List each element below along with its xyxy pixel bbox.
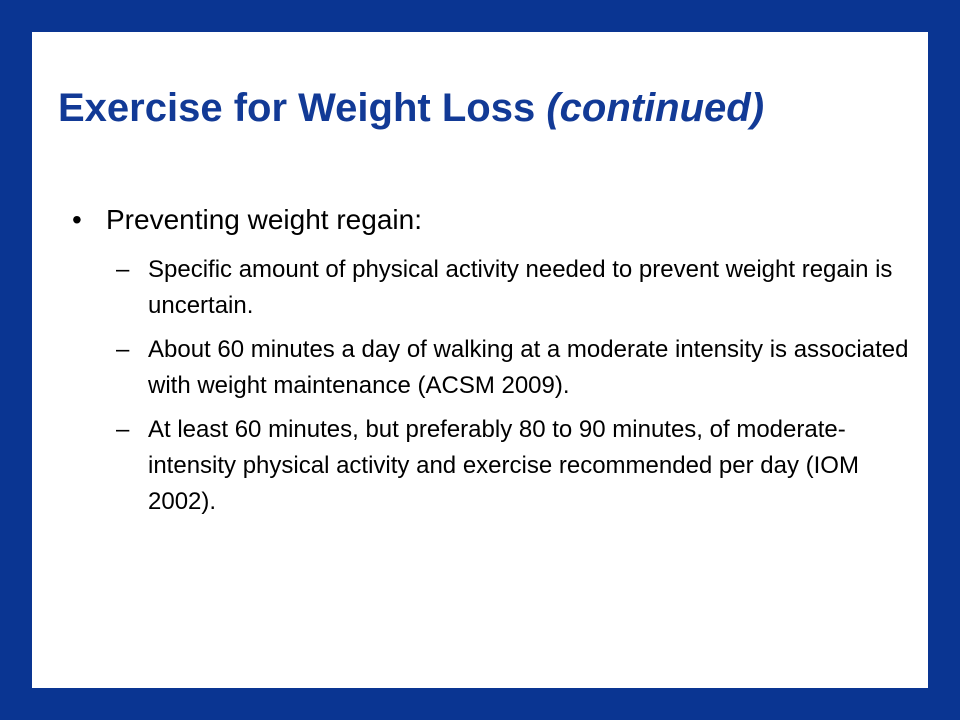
slide-title: Exercise for Weight Loss (continued) [58,84,764,132]
sub-bullet-text: At least 60 minutes, but preferably 80 t… [148,416,859,515]
dash-marker: – [116,416,130,443]
slide-content-panel: Exercise for Weight Loss (continued) • P… [32,32,928,688]
sub-bullet-text: Specific amount of physical activity nee… [148,256,893,319]
slide-title-italic: (continued) [546,86,765,130]
sub-bullet-text: About 60 minutes a day of walking at a m… [148,336,909,399]
dash-marker: – [116,336,130,363]
sub-bullet-item: – At least 60 minutes, but preferably 80… [72,412,912,520]
bullet-marker: • [72,204,82,235]
sub-bullet-list: – Specific amount of physical activity n… [72,252,912,520]
slide-title-main: Exercise for Weight Loss [58,86,536,130]
bullet-list: • Preventing weight regain: – Specific a… [72,200,912,528]
main-bullet-item: • Preventing weight regain: [72,200,912,240]
sub-bullet-item: – Specific amount of physical activity n… [72,252,912,324]
main-bullet-text: Preventing weight regain: [106,204,422,235]
dash-marker: – [116,256,130,283]
sub-bullet-item: – About 60 minutes a day of walking at a… [72,332,912,404]
